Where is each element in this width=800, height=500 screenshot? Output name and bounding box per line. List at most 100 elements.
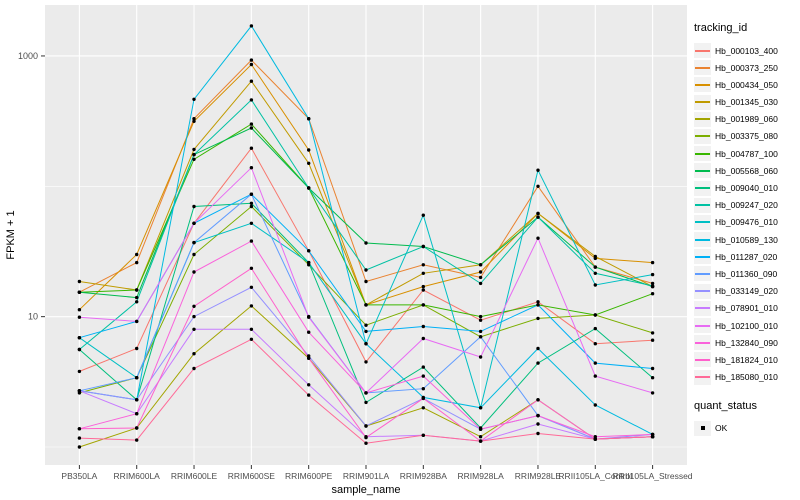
data-point [421, 284, 425, 289]
data-point [364, 279, 368, 284]
legend-item-Hb_078901_010: Hb_078901_010 [694, 300, 800, 317]
legend-item-Hb_000434_050: Hb_000434_050 [694, 76, 800, 93]
data-point [536, 300, 540, 304]
data-point [421, 263, 425, 267]
legend-line-icon [695, 118, 710, 121]
data-point [135, 412, 139, 416]
data-point [364, 435, 368, 440]
legend-item-Hb_181824_010: Hb_181824_010 [694, 351, 800, 368]
data-point [593, 313, 597, 317]
data-point [135, 260, 139, 265]
data-point [364, 424, 368, 428]
data-point [135, 300, 139, 304]
legend-title-quant-status: quant_status [694, 399, 757, 412]
data-point [77, 369, 82, 374]
legend-key-swatch [694, 197, 711, 213]
data-point [77, 279, 82, 284]
legend-key-swatch [694, 43, 711, 58]
data-point [77, 389, 82, 393]
legend-item-label: Hb_102100_010 [715, 320, 778, 331]
legend-item-Hb_185080_010: Hb_185080_010 [694, 369, 800, 386]
x-tick-label: RRIM600LA [114, 471, 161, 481]
legend-item-label: Hb_011360_090 [715, 268, 778, 279]
data-point [421, 433, 425, 437]
legend-line-icon [695, 272, 710, 275]
data-point [307, 117, 311, 121]
data-point [307, 148, 311, 152]
data-point [421, 387, 425, 391]
data-point [593, 374, 597, 378]
data-point [135, 295, 139, 300]
data-point [364, 391, 368, 395]
data-point [307, 393, 311, 397]
data-point [478, 281, 483, 286]
legend-item-Hb_011287_020: Hb_011287_020 [694, 248, 800, 265]
legend-item-label: Hb_005568_060 [715, 165, 778, 176]
data-point [478, 329, 483, 334]
legend-line-icon [695, 376, 710, 379]
legend-item-label: Hb_000103_400 [715, 45, 778, 56]
data-point [307, 383, 311, 387]
legend-key-swatch [694, 94, 711, 110]
data-point [77, 315, 82, 319]
legend-key-swatch [694, 146, 711, 162]
data-point [650, 376, 655, 380]
data-point [307, 356, 311, 360]
data-point [364, 441, 368, 445]
legend-title-tracking-id: tracking_id [694, 22, 748, 34]
legend-item-Hb_001989_060: Hb_001989_060 [694, 111, 800, 128]
data-point [650, 391, 655, 395]
data-point [249, 192, 254, 196]
legend-item-label: Hb_181824_010 [715, 354, 778, 365]
data-point [192, 304, 196, 308]
legend-line-icon [695, 238, 710, 241]
data-point [650, 292, 655, 296]
data-point [536, 168, 540, 172]
legend-line-icon [695, 290, 710, 293]
data-point [478, 275, 483, 280]
data-point [650, 260, 655, 265]
data-point [192, 221, 196, 225]
legend-item-Hb_000373_250: Hb_000373_250 [694, 59, 800, 76]
legend-key-swatch [694, 232, 711, 248]
legend-line-icon [695, 83, 710, 86]
data-point [421, 365, 425, 369]
data-point [364, 241, 368, 245]
data-point [135, 398, 139, 402]
data-point [249, 24, 254, 28]
legend-item-label: Hb_009247_020 [715, 200, 778, 211]
legend-key-swatch [694, 300, 711, 316]
legend-key-swatch [694, 369, 711, 385]
data-point [192, 147, 196, 152]
data-point [364, 329, 368, 334]
data-point [421, 336, 425, 341]
data-point [249, 201, 254, 205]
legend-item-label: Hb_078901_010 [715, 303, 778, 314]
data-point [650, 435, 655, 439]
data-point [593, 435, 597, 439]
x-tick-label: RRII105LA_Control [558, 471, 632, 481]
legend-key-swatch [694, 180, 711, 196]
data-point [364, 342, 368, 346]
data-point [249, 58, 254, 62]
legend-item-label: Hb_132840_090 [715, 337, 778, 348]
x-tick-label: RRIM600LE [171, 471, 218, 481]
data-point [77, 290, 82, 294]
legend-key-swatch [694, 111, 711, 127]
legend-item-Hb_009476_010: Hb_009476_010 [694, 214, 800, 231]
legend-key-swatch [694, 335, 711, 351]
data-point [593, 265, 597, 269]
data-point [593, 361, 597, 365]
legend-item-label: Hb_004787_100 [715, 148, 778, 159]
data-point [307, 330, 311, 334]
x-tick-label: RRIM928BA [400, 471, 448, 481]
data-point [364, 303, 368, 307]
data-point [192, 204, 196, 209]
legend-key-swatch [694, 283, 711, 299]
legend-item-Hb_033149_020: Hb_033149_020 [694, 283, 800, 300]
legend-key-swatch [694, 128, 711, 144]
data-point [249, 285, 254, 289]
data-point [192, 157, 196, 161]
ok-point-key [694, 420, 711, 436]
legend-item-label: Hb_185080_010 [715, 372, 778, 383]
